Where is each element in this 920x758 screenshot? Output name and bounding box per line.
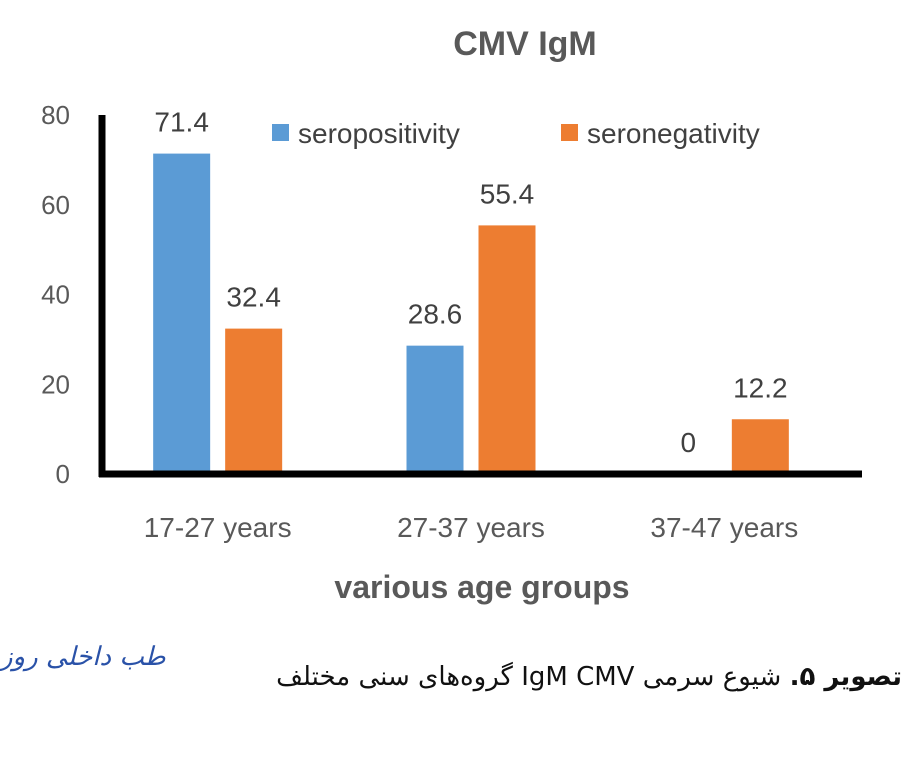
y-tick-label: 80	[41, 100, 70, 130]
x-tick-label: 37-47 years	[650, 512, 798, 543]
data-label: 32.4	[226, 282, 281, 313]
data-label: 55.4	[480, 178, 535, 209]
bar-seronegativity-1	[478, 225, 536, 474]
bar-seropositivity-0	[153, 153, 211, 474]
bars	[153, 153, 789, 474]
caption-text: شیوع سرمی IgM CMV گروه‌های سنی مختلف	[276, 662, 790, 692]
x-axis-label: various age groups	[334, 569, 629, 605]
data-labels: 71.4 32.4 28.6 55.4 0 12.2	[154, 107, 787, 458]
y-tick-label: 20	[41, 369, 70, 399]
journal-logo: طب داخلی روز	[0, 642, 166, 672]
x-tick-label: 17-27 years	[144, 512, 292, 543]
caption-prefix: تصویر ۵.	[789, 662, 902, 692]
bar-seronegativity-2	[731, 419, 789, 474]
data-label: 0	[681, 427, 697, 458]
legend: seropositivity seronegativity	[272, 118, 760, 149]
y-axis-ticks: 0 20 40 60 80	[41, 100, 70, 489]
y-tick-label: 40	[41, 280, 70, 310]
data-label: 12.2	[733, 372, 788, 403]
data-label: 28.6	[408, 299, 463, 330]
bar-seronegativity-0	[225, 328, 283, 474]
legend-swatch-seronegativity	[561, 124, 578, 141]
bar-seropositivity-1	[406, 345, 464, 474]
legend-swatch-seropositivity	[272, 124, 289, 141]
y-tick-label: 0	[56, 459, 70, 489]
legend-label-seronegativity: seronegativity	[587, 118, 760, 149]
x-axis-tick-labels: 17-27 years 27-37 years 37-47 years	[144, 512, 799, 543]
chart-title: CMV IgM	[453, 25, 597, 63]
data-label: 71.4	[154, 107, 209, 138]
y-tick-label: 60	[41, 190, 70, 220]
figure-caption: تصویر ۵. شیوع سرمی IgM CMV گروه‌های سنی …	[276, 662, 902, 692]
legend-label-seropositivity: seropositivity	[298, 118, 460, 149]
x-tick-label: 27-37 years	[397, 512, 545, 543]
